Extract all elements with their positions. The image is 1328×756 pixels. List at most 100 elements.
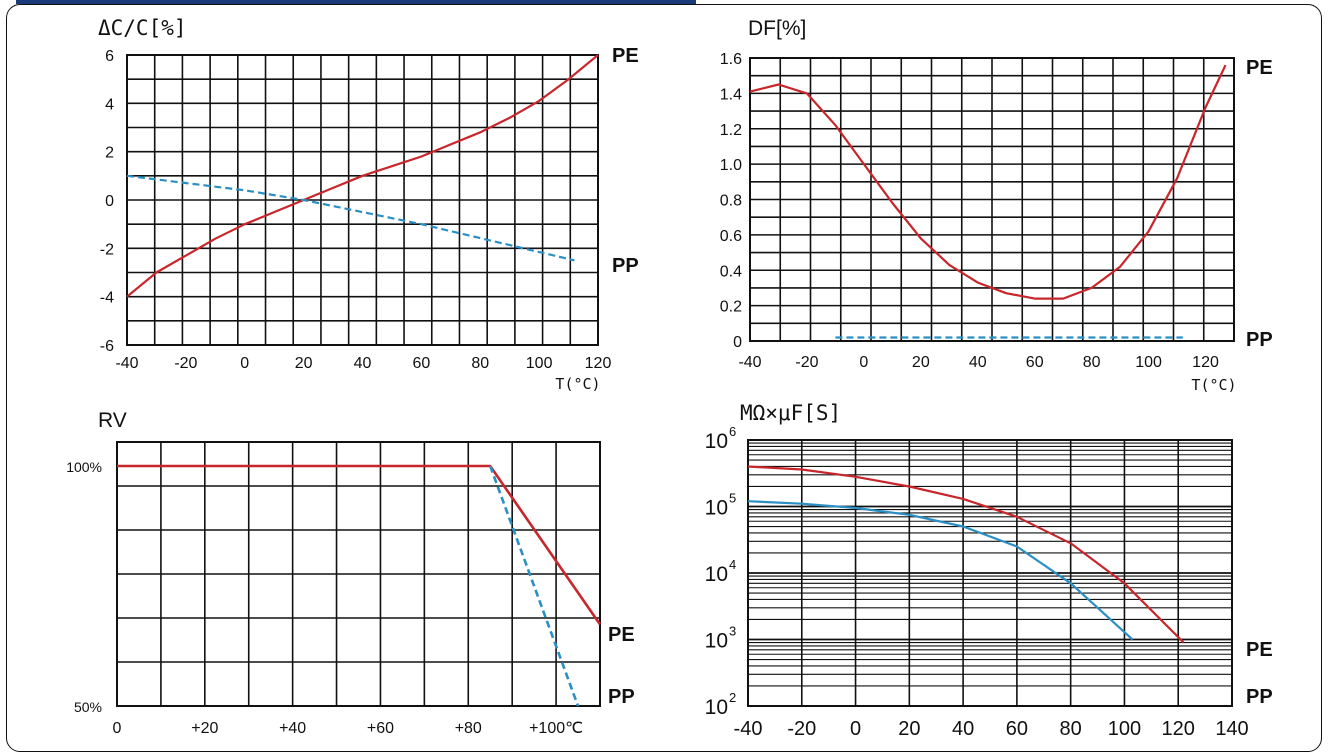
y-tick-label: 10 5 <box>705 491 737 520</box>
y-tick-label: 4 <box>105 96 114 113</box>
y-tick-label: 10 4 <box>705 557 737 586</box>
x-tick-label: -40 <box>738 354 761 371</box>
grid <box>747 439 1233 707</box>
y-tick-label: 1.2 <box>720 122 742 139</box>
chart-1: ΔC/C[%]-40 -20 0 20 40 60 80 100 120-6-4-20246T(… <box>98 16 639 393</box>
y-tick-label: 6 <box>105 48 114 65</box>
x-tick-label: 120 <box>1192 354 1219 371</box>
x-axis-label: T(°C) <box>1191 376 1236 394</box>
x-tick-label: -20 <box>174 355 197 372</box>
x-tick-label: -40 <box>115 355 138 372</box>
x-tick-label: +20 <box>191 720 218 737</box>
series-label-pp: PP <box>1246 686 1273 708</box>
y-tick-label: 100% <box>66 459 102 475</box>
x-tick-label: 20 <box>912 354 930 371</box>
x-tick-label: 80 <box>1083 354 1101 371</box>
series-label-pp: PP <box>612 255 639 277</box>
y-tick-exponent: 5 <box>729 491 736 506</box>
x-tick-label: -20 <box>787 718 816 740</box>
series-label-pe: PE <box>1246 57 1273 79</box>
series-pp-line <box>747 500 1134 641</box>
y-tick-label: 0.2 <box>720 299 742 316</box>
x-tick-label: +100℃ <box>529 720 583 737</box>
y-tick-label: 0 <box>733 334 742 351</box>
series-pe-line <box>126 54 599 298</box>
series-pp-line <box>488 465 580 707</box>
outer-frame <box>6 4 1322 752</box>
series-label-pe: PE <box>612 45 639 67</box>
plot-border <box>126 54 599 346</box>
y-tick-label: 50% <box>74 699 102 715</box>
grid <box>116 441 601 707</box>
x-tick-label: 0 <box>850 718 861 740</box>
series-label-pe: PE <box>1246 639 1273 661</box>
x-axis-label: T(°C) <box>555 375 600 393</box>
series-label-pe: PE <box>608 624 635 646</box>
y-tick-base: 10 <box>705 497 728 520</box>
series-label-pp: PP <box>1246 329 1273 351</box>
plot-border <box>749 57 1235 342</box>
series-pe-line <box>117 464 602 626</box>
chart-title: RV <box>98 409 127 432</box>
y-tick-label: 10 2 <box>705 690 737 719</box>
y-tick-label: 0.8 <box>720 193 742 210</box>
x-tick-label: -20 <box>795 354 818 371</box>
chart-title: MΩ×μF[S] <box>740 401 841 425</box>
x-tick-label: 100 <box>1108 718 1141 740</box>
x-tick-label: 20 <box>295 355 313 372</box>
plot-border <box>747 439 1233 707</box>
x-tick-label: 140 <box>1215 718 1248 740</box>
y-tick-exponent: 2 <box>729 690 736 705</box>
y-tick-label: 1.6 <box>720 51 742 68</box>
y-tick-label: 10 3 <box>705 624 737 653</box>
chart-2: DF[%] -40 -20 0 20 40 60 80 100 120 0 0.2 0.4 0.6 0.8 1… <box>720 17 1273 394</box>
y-tick-label: 0.4 <box>720 263 742 280</box>
x-tick-label: -40 <box>734 718 763 740</box>
y-tick-label: -2 <box>100 241 114 258</box>
x-tick-label: 0 <box>240 355 249 372</box>
x-tick-label: 60 <box>1006 718 1028 740</box>
x-tick-label: 0 <box>113 720 122 737</box>
y-tick-label: -6 <box>100 338 114 355</box>
x-tick-label: +80 <box>455 720 482 737</box>
x-tick-label: 20 <box>898 718 920 740</box>
x-tick-label: 100 <box>1135 354 1162 371</box>
x-tick-label: +60 <box>367 720 394 737</box>
y-tick-label: 0 <box>105 193 114 210</box>
series-label-pp: PP <box>608 686 635 708</box>
y-tick-exponent: 3 <box>729 624 736 639</box>
x-tick-label: 0 <box>859 354 868 371</box>
x-tick-label: +40 <box>279 720 306 737</box>
y-tick-base: 10 <box>705 630 728 653</box>
top-accent-bar <box>16 0 696 4</box>
x-tick-label: 60 <box>1026 354 1044 371</box>
chart-3: RV 0 +20 +40 +60 +80 +100℃ 100% 50% PE PP <box>66 409 635 737</box>
series-pe-line <box>749 64 1227 300</box>
chart-title: DF[%] <box>748 17 806 40</box>
y-tick-label: 0.6 <box>720 228 742 245</box>
y-tick-label: 1.4 <box>720 86 742 103</box>
y-tick-base: 10 <box>705 430 728 453</box>
y-tick-base: 10 <box>705 696 728 719</box>
grid <box>749 57 1235 342</box>
x-tick-label: 120 <box>1162 718 1195 740</box>
y-tick-label: 1.0 <box>720 157 742 174</box>
x-tick-label: 80 <box>471 355 489 372</box>
x-tick-label: 100 <box>526 355 553 372</box>
grid <box>126 54 599 346</box>
chart-title: ΔC/C[%] <box>98 16 187 40</box>
y-tick-exponent: 6 <box>729 424 736 439</box>
series-pp-line <box>126 174 575 262</box>
y-tick-base: 10 <box>705 563 728 586</box>
y-tick-label: 2 <box>105 145 114 162</box>
x-tick-label: 40 <box>969 354 987 371</box>
series-pe-line <box>747 465 1185 644</box>
x-tick-label: 40 <box>952 718 974 740</box>
x-tick-label: 40 <box>354 355 372 372</box>
y-tick-label: -4 <box>100 290 114 307</box>
x-tick-label: 120 <box>585 355 612 372</box>
y-tick-label: 10 6 <box>705 424 737 453</box>
x-tick-label: 60 <box>412 355 430 372</box>
